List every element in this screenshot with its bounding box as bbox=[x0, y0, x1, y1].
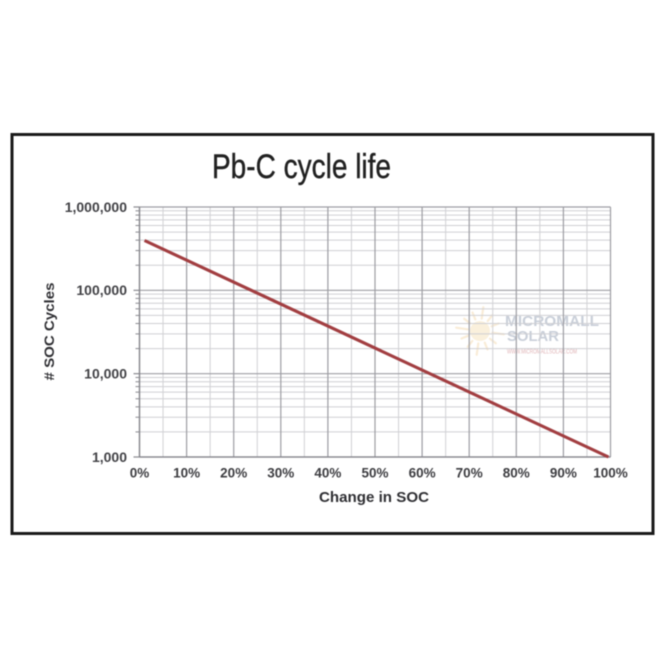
svg-text:MICROMALL: MICROMALL bbox=[505, 314, 599, 330]
svg-text:0%: 0% bbox=[130, 466, 150, 481]
svg-text:10%: 10% bbox=[173, 466, 200, 481]
svg-text:100,000: 100,000 bbox=[76, 282, 127, 298]
svg-text:50%: 50% bbox=[361, 466, 388, 481]
svg-text:SOLAR: SOLAR bbox=[507, 329, 560, 345]
svg-text:80%: 80% bbox=[503, 466, 530, 481]
svg-text:90%: 90% bbox=[550, 466, 577, 481]
svg-text:Change in SOC: Change in SOC bbox=[319, 489, 429, 506]
svg-text:Pb-C cycle life: Pb-C cycle life bbox=[212, 148, 391, 186]
svg-text:100%: 100% bbox=[593, 466, 628, 481]
svg-text:WWW.MICROMALLSOLAR.COM: WWW.MICROMALLSOLAR.COM bbox=[507, 349, 577, 356]
svg-text:60%: 60% bbox=[409, 466, 436, 481]
svg-text:20%: 20% bbox=[220, 466, 247, 481]
svg-text:10,000: 10,000 bbox=[84, 366, 127, 382]
svg-text:70%: 70% bbox=[456, 466, 483, 481]
svg-text:1,000: 1,000 bbox=[92, 449, 127, 465]
svg-text:30%: 30% bbox=[267, 466, 294, 481]
svg-text:40%: 40% bbox=[314, 466, 341, 481]
svg-text:1,000,000: 1,000,000 bbox=[65, 199, 127, 215]
svg-text:# SOC Cycles: # SOC Cycles bbox=[41, 282, 57, 380]
